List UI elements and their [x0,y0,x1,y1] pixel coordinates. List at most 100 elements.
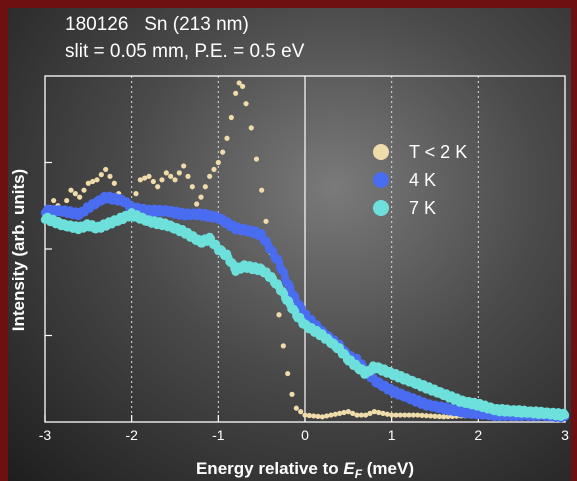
data-point [189,184,195,190]
data-point [98,172,104,178]
data-point [432,413,438,419]
data-point [240,83,246,89]
data-point [81,187,87,193]
data-point [354,412,360,418]
legend-marker [373,144,389,160]
data-point [363,412,369,418]
chart-header-line1: 180126 Sn (213 nm) [65,14,249,35]
axis-ticks: -3 -2 -1 0 1 2 3 [39,161,569,443]
data-point [367,410,373,416]
data-point [324,413,330,419]
x-tick-label: -3 [39,427,52,443]
data-point [146,173,152,179]
data-point [280,343,286,349]
data-point [72,191,78,197]
x-tick-label: 0 [301,427,309,443]
data-point [202,184,208,190]
data-point [410,412,416,418]
data-point [207,173,213,179]
x-axis-label-unit: (meV) [362,459,414,478]
data-point [358,412,364,418]
data-point [311,413,317,419]
data-point [163,170,169,176]
x-tick-label: 3 [561,427,569,443]
data-point [85,180,91,186]
data-point [168,173,174,179]
data-point [393,412,399,418]
data-point [107,173,113,179]
data-point [319,414,325,420]
legend: T < 2 K 4 K 7 K [373,142,467,218]
data-point [94,177,100,183]
legend-label: 4 K [409,170,436,190]
data-point [243,101,249,107]
data-point [293,405,299,411]
data-point [415,412,421,418]
data-point [181,163,187,169]
y-axis-label: Intensity (arb. units) [9,169,28,331]
legend-marker [373,200,389,216]
data-point [402,412,408,418]
legend-label: 7 K [409,198,436,218]
x-axis-label-var: E [343,459,355,478]
data-point [224,135,230,141]
data-point [172,177,178,183]
x-axis-label: Energy relative to EF (meV) [196,459,414,481]
data-point [185,173,191,179]
data-point [194,201,200,207]
data-point [133,191,139,197]
data-point [345,409,351,415]
series-2 [40,208,570,421]
x-axis-label-text: Energy relative to [196,459,343,478]
x-axis-label-sub: F [355,467,363,481]
data-point [263,218,269,224]
data-point [350,410,356,416]
data-point [341,409,347,416]
data-point [248,125,254,131]
data-point [423,413,429,419]
data-point [220,149,226,155]
data-point [150,178,156,185]
data-point [376,409,382,416]
data-series [40,80,570,423]
data-point [155,184,161,190]
data-point [298,409,304,415]
data-point [406,412,412,418]
data-point [215,159,221,166]
data-point [51,197,57,204]
legend-marker [373,172,389,188]
data-point [380,410,386,416]
data-point [389,412,395,418]
data-point [77,194,83,200]
data-point [337,410,343,416]
data-point [233,90,239,96]
data-point [276,312,282,318]
data-point [289,391,295,397]
data-point [228,114,234,121]
data-point [68,187,74,193]
data-point [253,156,260,162]
data-point [419,412,425,418]
data-point [198,194,204,200]
data-point [285,370,291,377]
data-point [328,412,334,418]
data-point [441,414,447,420]
x-tick-label: -2 [125,427,138,443]
data-point [332,411,338,417]
chart-header-line2: slit = 0.05 mm, P.E. = 0.5 eV [65,41,305,62]
data-point [428,413,434,419]
data-point [137,177,143,183]
data-point [111,180,117,186]
data-point [315,413,321,419]
data-point [371,409,377,415]
grid-lines [131,76,479,422]
data-point [306,412,312,419]
data-point [384,411,390,417]
data-point [236,80,242,86]
x-tick-label: 1 [388,427,396,443]
data-point [103,166,109,173]
x-tick-label: -1 [212,427,225,443]
data-point [142,175,148,181]
